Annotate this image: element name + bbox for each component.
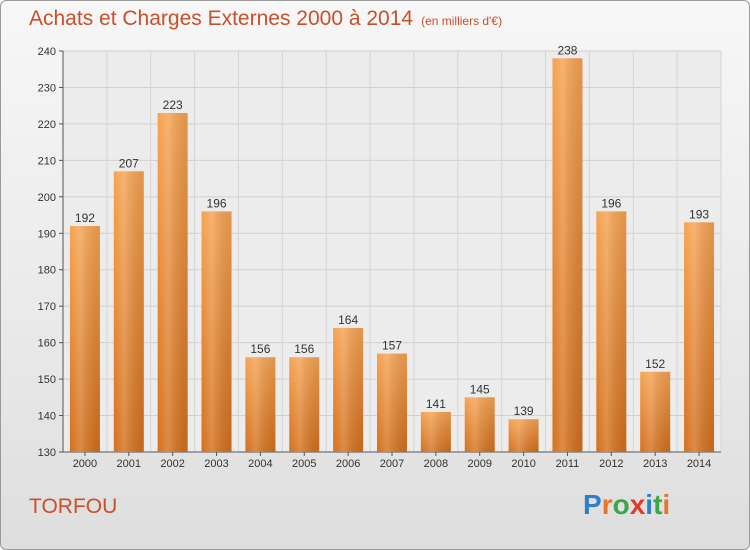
bar-value-label: 193: [689, 207, 709, 221]
bar-value-label: 156: [250, 342, 270, 356]
x-tick-label: 2008: [424, 458, 448, 470]
y-tick-label: 200: [38, 192, 56, 204]
brand-logo: Proxiti: [583, 489, 670, 521]
bar-sheen: [640, 371, 671, 452]
bar-sheen: [684, 222, 715, 452]
y-tick-label: 210: [38, 155, 56, 167]
bar-value-label: 145: [470, 382, 490, 396]
bar-value-label: 164: [338, 313, 358, 327]
x-tick-label: 2003: [204, 458, 228, 470]
place-name: TORFOU: [29, 495, 118, 518]
brand-logo-letter: t: [653, 489, 663, 520]
brand-logo-letter: o: [612, 489, 630, 520]
bar-value-label: 196: [601, 196, 621, 210]
y-tick-label: 230: [38, 82, 56, 94]
bar-sheen: [201, 211, 232, 452]
bars: [69, 58, 715, 453]
brand-logo-letter: i: [645, 489, 654, 520]
y-tick-label: 160: [38, 338, 56, 350]
bar-value-label: 192: [75, 211, 95, 225]
bar-value-label: 139: [514, 404, 534, 418]
brand-logo-letter: r: [601, 489, 613, 520]
y-tick-label: 130: [38, 447, 56, 459]
bar-sheen: [508, 419, 539, 452]
y-tick-label: 220: [38, 119, 56, 131]
x-tick-label: 2000: [73, 458, 97, 470]
x-tick-label: 2009: [467, 458, 491, 470]
bar-value-label: 156: [294, 342, 314, 356]
bar-sheen: [289, 357, 320, 452]
data-labels: 192 207 223 196 156 156 164 157 141 145 139 238 196 1…: [75, 43, 709, 418]
y-tick-label: 150: [38, 374, 56, 386]
bar-value-label: 223: [163, 98, 183, 112]
brand-logo-letter: x: [629, 489, 646, 520]
y-tick-label: 190: [38, 228, 56, 240]
x-tick-label: 2004: [248, 458, 272, 470]
bar-sheen: [464, 397, 495, 452]
bar-sheen: [69, 225, 100, 452]
bar-value-label: 207: [119, 156, 139, 170]
x-tick-label: 2010: [511, 458, 535, 470]
bar-sheen: [377, 353, 407, 452]
bar-sheen: [552, 58, 583, 453]
bar-value-label: 141: [426, 397, 446, 411]
x-tick-label: 2006: [336, 458, 360, 470]
x-tick-label: 2012: [599, 458, 623, 470]
bar-value-label: 196: [207, 196, 227, 210]
bar-sheen: [113, 171, 144, 453]
x-tick-label: 2007: [380, 458, 404, 470]
x-tick-label: 2002: [160, 458, 184, 470]
bar-value-label: 157: [382, 339, 402, 353]
y-tick-label: 170: [38, 301, 56, 313]
brand-logo-letter: P: [583, 489, 602, 520]
x-tick-label: 2011: [556, 458, 580, 470]
x-tick-label: 2001: [117, 458, 141, 470]
bar-value-label: 152: [645, 357, 665, 371]
bar-sheen: [245, 357, 276, 452]
bar-sheen: [157, 112, 188, 453]
y-tick-label: 180: [38, 265, 56, 277]
x-tick-label: 2013: [643, 458, 667, 470]
x-tick-label: 2005: [292, 458, 316, 470]
brand-logo-letter: i: [662, 489, 671, 520]
y-tick-label: 140: [38, 411, 56, 423]
bar-sheen: [596, 211, 627, 452]
chart-title: Achats et Charges Externes 2000 à 2014 (e…: [29, 7, 502, 31]
y-tick-label: 240: [38, 46, 56, 58]
x-tick-label: 2014: [687, 458, 711, 470]
title-text: Achats et Charges Externes 2000 à 2014: [29, 7, 414, 30]
bar-value-label: 238: [557, 43, 577, 57]
chart-subtitle: (en milliers d'€): [421, 14, 503, 28]
bar-sheen: [420, 411, 451, 452]
bar-sheen: [333, 328, 364, 452]
